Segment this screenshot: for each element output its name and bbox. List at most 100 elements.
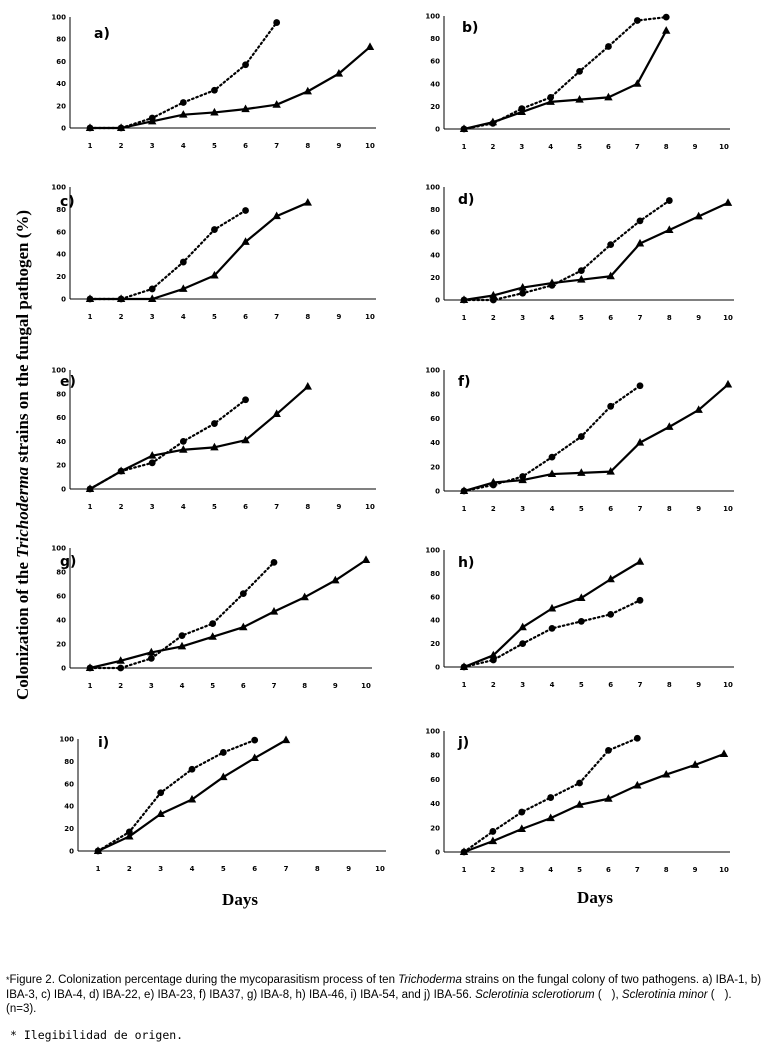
data-point-triangle xyxy=(604,92,613,101)
data-point-circle xyxy=(547,794,555,801)
y-tick-label: 20 xyxy=(56,462,66,470)
x-tick-label: 2 xyxy=(490,866,495,874)
data-point-triangle xyxy=(517,824,526,833)
x-tick-label: 7 xyxy=(274,313,279,321)
x-tick-label: 3 xyxy=(158,865,163,873)
series-line-solid xyxy=(89,559,367,670)
data-point-triangle xyxy=(546,813,555,822)
data-point-triangle xyxy=(331,575,340,584)
series-line-dotted xyxy=(462,199,671,302)
caption-italic-2: Sclerotinia sclerotiorum xyxy=(475,988,595,1001)
data-point-triangle xyxy=(250,753,259,762)
x-tick-label: 10 xyxy=(361,682,371,690)
data-point-circle xyxy=(577,267,585,275)
x-tick-label: 2 xyxy=(127,865,132,873)
y-tick-label: 80 xyxy=(430,35,440,43)
data-point-circle xyxy=(179,99,187,106)
series-line-solid xyxy=(463,201,729,302)
data-point-triangle xyxy=(272,211,281,220)
caption-star: * xyxy=(6,975,10,985)
data-point-triangle xyxy=(272,100,281,108)
data-point-triangle xyxy=(633,79,642,87)
data-point-circle xyxy=(211,226,218,233)
data-point-triangle xyxy=(148,451,157,459)
x-tick-label: 3 xyxy=(150,503,155,511)
x-tick-label: 1 xyxy=(88,142,93,150)
data-point-triangle xyxy=(179,110,188,118)
x-tick-label: 2 xyxy=(491,505,496,513)
data-point-triangle xyxy=(606,574,615,583)
y-tick-label: 40 xyxy=(430,80,440,88)
data-point-triangle xyxy=(208,632,217,640)
y-tick-label: 80 xyxy=(430,206,440,214)
y-tick-label: 40 xyxy=(56,80,66,88)
y-tick-label: 0 xyxy=(435,664,440,672)
data-point-triangle xyxy=(547,469,557,478)
panel-e: 0 20 40 60 80 100 1 2 3 4 5 6 7 8 9 10 e) xyxy=(51,367,376,511)
x-tick-label: 6 xyxy=(608,681,613,689)
x-axis-title-left: Days xyxy=(222,890,258,909)
y-tick-label: 0 xyxy=(435,488,440,496)
caption-text-1: Figure 2. Colonization percentage during… xyxy=(9,974,399,986)
data-point-circle xyxy=(662,13,670,21)
x-tick-label: 7 xyxy=(638,314,643,322)
data-point-triangle xyxy=(604,794,613,802)
x-tick-label: 7 xyxy=(635,143,640,151)
series-line-solid xyxy=(463,30,668,131)
data-point-circle xyxy=(605,43,612,50)
data-point-triangle xyxy=(488,836,498,845)
x-tick-label: 10 xyxy=(719,866,729,874)
y-tick-label: 20 xyxy=(430,463,440,471)
data-point-triangle xyxy=(459,124,469,132)
data-point-circle xyxy=(157,789,165,797)
x-tick-label: 4 xyxy=(180,682,185,690)
data-point-triangle xyxy=(547,603,557,612)
data-point-triangle xyxy=(148,116,157,125)
panel-i: 0 20 40 60 80 100 1 2 3 4 5 6 7 8 9 10 i) xyxy=(59,735,386,873)
y-tick-label: 40 xyxy=(430,800,440,808)
data-point-triangle xyxy=(459,662,469,670)
y-tick-label: 100 xyxy=(425,367,440,375)
caption-italic-1: Trichoderma xyxy=(398,974,462,986)
y-tick-label: 60 xyxy=(56,593,66,601)
data-point-circle xyxy=(242,207,249,214)
data-point-triangle xyxy=(365,42,375,50)
data-point-circle xyxy=(636,382,644,390)
x-tick-label: 2 xyxy=(491,681,496,689)
x-tick-label: 3 xyxy=(150,313,155,321)
data-point-circle xyxy=(219,749,227,756)
y-tick-label: 60 xyxy=(430,593,440,601)
y-tick-label: 100 xyxy=(51,545,66,553)
x-tick-label: 7 xyxy=(638,505,643,513)
data-point-triangle xyxy=(269,607,279,615)
x-tick-label: 5 xyxy=(221,865,226,873)
x-tick-label: 7 xyxy=(274,503,279,511)
x-tick-label: 10 xyxy=(723,505,733,513)
x-tick-label: 4 xyxy=(550,681,555,689)
data-point-circle xyxy=(211,420,218,427)
x-tick-label: 5 xyxy=(579,681,584,689)
x-tick-label: 9 xyxy=(693,866,698,874)
x-tick-label: 2 xyxy=(118,682,123,690)
y-tick-label: 20 xyxy=(64,825,74,833)
data-point-triangle xyxy=(633,780,642,789)
data-point-circle xyxy=(607,241,615,249)
data-point-triangle xyxy=(303,382,312,390)
y-tick-label: 100 xyxy=(425,728,440,736)
data-point-circle xyxy=(548,453,556,461)
y-tick-label: 60 xyxy=(64,780,74,788)
x-tick-label: 6 xyxy=(608,505,613,513)
x-tick-label: 2 xyxy=(119,142,124,150)
data-point-circle xyxy=(576,779,583,787)
x-tick-label: 7 xyxy=(272,682,277,690)
data-point-circle xyxy=(633,17,641,24)
data-point-circle xyxy=(576,67,583,75)
x-tick-label: 10 xyxy=(719,143,729,151)
data-point-triangle xyxy=(489,477,498,486)
data-point-circle xyxy=(251,736,259,744)
data-point-circle xyxy=(188,765,196,773)
x-tick-label: 9 xyxy=(696,314,701,322)
x-tick-label: 8 xyxy=(664,866,669,874)
y-tick-label: 20 xyxy=(430,103,440,111)
data-point-circle xyxy=(273,19,281,26)
